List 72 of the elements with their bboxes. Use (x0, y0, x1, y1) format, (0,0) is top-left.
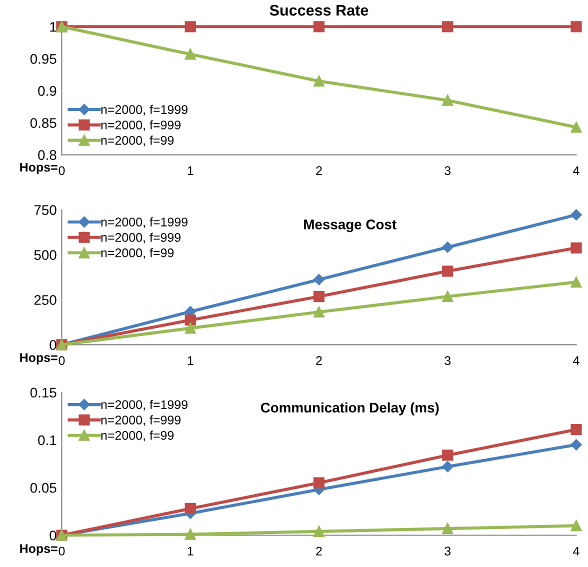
point (442, 461, 454, 472)
point (313, 274, 325, 286)
point (442, 450, 454, 461)
point (442, 290, 454, 302)
legend-label: n=2000, f=99 (101, 248, 174, 259)
y-tick-label: 0.05 (30, 482, 56, 493)
point (313, 477, 325, 488)
point (184, 503, 196, 514)
y-tick-label: 0 (50, 340, 56, 350)
text: Message Cost (304, 220, 396, 232)
legend-label: n=2000, f=999 (101, 415, 181, 426)
x-tick-label: 1 (188, 546, 194, 556)
y-tick-label: 0 (50, 530, 56, 540)
y-tick-label: 0.15 (30, 388, 56, 398)
x-tick-label: 4 (573, 166, 580, 175)
text: Communication Delay (ms) (260, 402, 439, 416)
x-tick-label: 2 (316, 546, 322, 556)
point (313, 526, 325, 537)
point (570, 439, 582, 450)
legend-label: n=2000, f=1999 (101, 400, 188, 411)
x-tick-label: 0 (58, 546, 65, 556)
x-axis-title: Hops= (20, 162, 58, 174)
y-tick-label: 0.1 (38, 435, 56, 446)
point (184, 314, 196, 326)
legend-label: n=2000, f=1999 (101, 104, 188, 116)
chart-title: Success Rate (270, 4, 368, 16)
legend-label: n=2000, f=1999 (101, 217, 188, 228)
y-tick-label: 750 (34, 205, 56, 215)
point (313, 21, 325, 32)
y-tick-label: 1 (50, 22, 56, 32)
point (184, 21, 196, 32)
y-tick-label: 250 (34, 295, 56, 305)
point (570, 242, 582, 254)
x-tick-label: 1 (188, 356, 194, 365)
point (570, 21, 582, 32)
point (184, 528, 196, 540)
x-tick-label: 2 (316, 356, 322, 365)
y-tick-label: 0.95 (30, 54, 56, 64)
point (570, 209, 582, 220)
x-tick-label: 0 (58, 166, 65, 176)
x-tick-label: 3 (444, 166, 451, 176)
point (313, 290, 325, 302)
x-tick-label: 3 (444, 356, 451, 366)
point (313, 76, 325, 87)
x-tick-label: 2 (316, 166, 322, 175)
point (184, 322, 196, 334)
point (184, 48, 196, 60)
point (442, 523, 454, 534)
point (570, 520, 582, 532)
legend-label: n=2000, f=99 (101, 430, 174, 442)
x-tick-label: 4 (573, 356, 580, 365)
x-tick-label: 4 (573, 546, 580, 556)
y-tick-label: 500 (34, 250, 56, 260)
point (570, 122, 582, 133)
x-axis-title: Hops= (20, 353, 58, 364)
x-axis-title: Hops= (20, 544, 58, 556)
x-tick-label: 3 (444, 546, 451, 556)
point (570, 276, 582, 288)
legend-label: n=2000, f=99 (101, 136, 174, 146)
legend-label: n=2000, f=999 (101, 232, 181, 244)
point (570, 424, 582, 436)
point (442, 242, 454, 253)
y-tick-label: 0.85 (30, 118, 56, 128)
y-tick-label: 0.9 (38, 86, 56, 96)
x-tick-label: 0 (58, 356, 65, 366)
y-tick-label: 0.8 (38, 150, 56, 160)
point (442, 94, 454, 106)
point (313, 306, 325, 318)
point (442, 21, 454, 32)
legend-label: n=2000, f=999 (101, 120, 181, 131)
point (442, 266, 454, 277)
x-tick-label: 1 (188, 166, 194, 175)
